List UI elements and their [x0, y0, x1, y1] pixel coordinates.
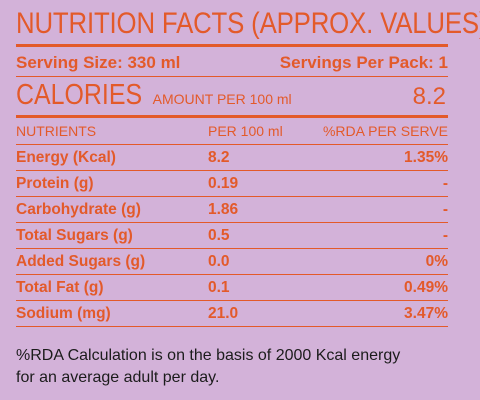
nutrient-name: Total Sugars (g)	[16, 226, 133, 244]
nutrition-label: NUTRITION FACTS (APPROX. VALUES) Serving…	[16, 6, 480, 327]
nutrient-name: Total Fat (g)	[16, 278, 104, 296]
nutrient-name: Energy (Kcal)	[16, 148, 116, 166]
nutrient-per-100ml: 0.19	[208, 174, 239, 192]
serving-info: Serving Size: 330 ml Servings Per Pack: …	[16, 49, 448, 76]
table-row-energy: Energy (Kcal) 8.2 1.35%	[16, 145, 448, 171]
title-divider	[16, 44, 448, 47]
nutrient-rda: -	[442, 174, 448, 192]
servings-per-pack: Servings Per Pack: 1	[279, 53, 448, 72]
label-title: NUTRITION FACTS (APPROX. VALUES)	[16, 7, 480, 40]
nutrient-name: Protein (g)	[16, 174, 94, 192]
column-header-rda: %RDA PER SERVE	[322, 123, 448, 139]
nutrient-per-100ml: 0.1	[208, 278, 230, 296]
calories-subtitle: AMOUNT PER 100 ml	[152, 91, 292, 107]
nutrient-per-100ml: 0.0	[208, 252, 230, 270]
table-row-total-sugars: Total Sugars (g) 0.5 -	[16, 223, 448, 249]
nutrient-per-100ml: 8.2	[208, 148, 230, 166]
nutrient-rda: -	[442, 226, 448, 244]
nutrient-name: Sodium (mg)	[16, 304, 111, 322]
column-header-nutrients: NUTRIENTS	[16, 123, 97, 139]
nutrient-per-100ml: 0.5	[208, 226, 230, 244]
nutrient-name: Carbohydrate (g)	[16, 200, 141, 218]
table-row-carbohydrate: Carbohydrate (g) 1.86 -	[16, 197, 448, 223]
calories-title: CALORIES	[16, 79, 143, 111]
calories-divider	[16, 115, 448, 118]
nutrient-rda: 3.47%	[404, 304, 448, 322]
table-row-protein: Protein (g) 0.19 -	[16, 171, 448, 197]
nutrient-rda: 0%	[425, 252, 448, 270]
serving-size: Serving Size: 330 ml	[16, 53, 181, 72]
footnote-line-2: for an average adult per day.	[16, 369, 220, 386]
rda-footnote: %RDA Calculation is on the basis of 2000…	[16, 345, 456, 389]
nutrient-rda: 0.49%	[404, 278, 448, 296]
nutrient-per-100ml: 21.0	[208, 304, 239, 322]
column-header-per-100ml: PER 100 ml	[208, 123, 283, 139]
calories-value: 8.2	[412, 83, 446, 110]
nutrient-name: Added Sugars (g)	[16, 252, 146, 270]
calories-row: CALORIES AMOUNT PER 100 ml 8.2	[16, 77, 448, 113]
nutrient-per-100ml: 1.86	[208, 200, 239, 218]
serving-divider	[16, 76, 448, 77]
footnote-line-1: %RDA Calculation is on the basis of 2000…	[16, 347, 401, 364]
table-row-added-sugars: Added Sugars (g) 0.0 0%	[16, 249, 448, 275]
nutrient-rda: 1.35%	[404, 148, 448, 166]
table-row-total-fat: Total Fat (g) 0.1 0.49%	[16, 275, 448, 301]
nutrient-rda: -	[442, 200, 448, 218]
table-row-sodium: Sodium (mg) 21.0 3.47%	[16, 301, 448, 327]
table-header: NUTRIENTS PER 100 ml %RDA PER SERVE	[16, 118, 448, 145]
